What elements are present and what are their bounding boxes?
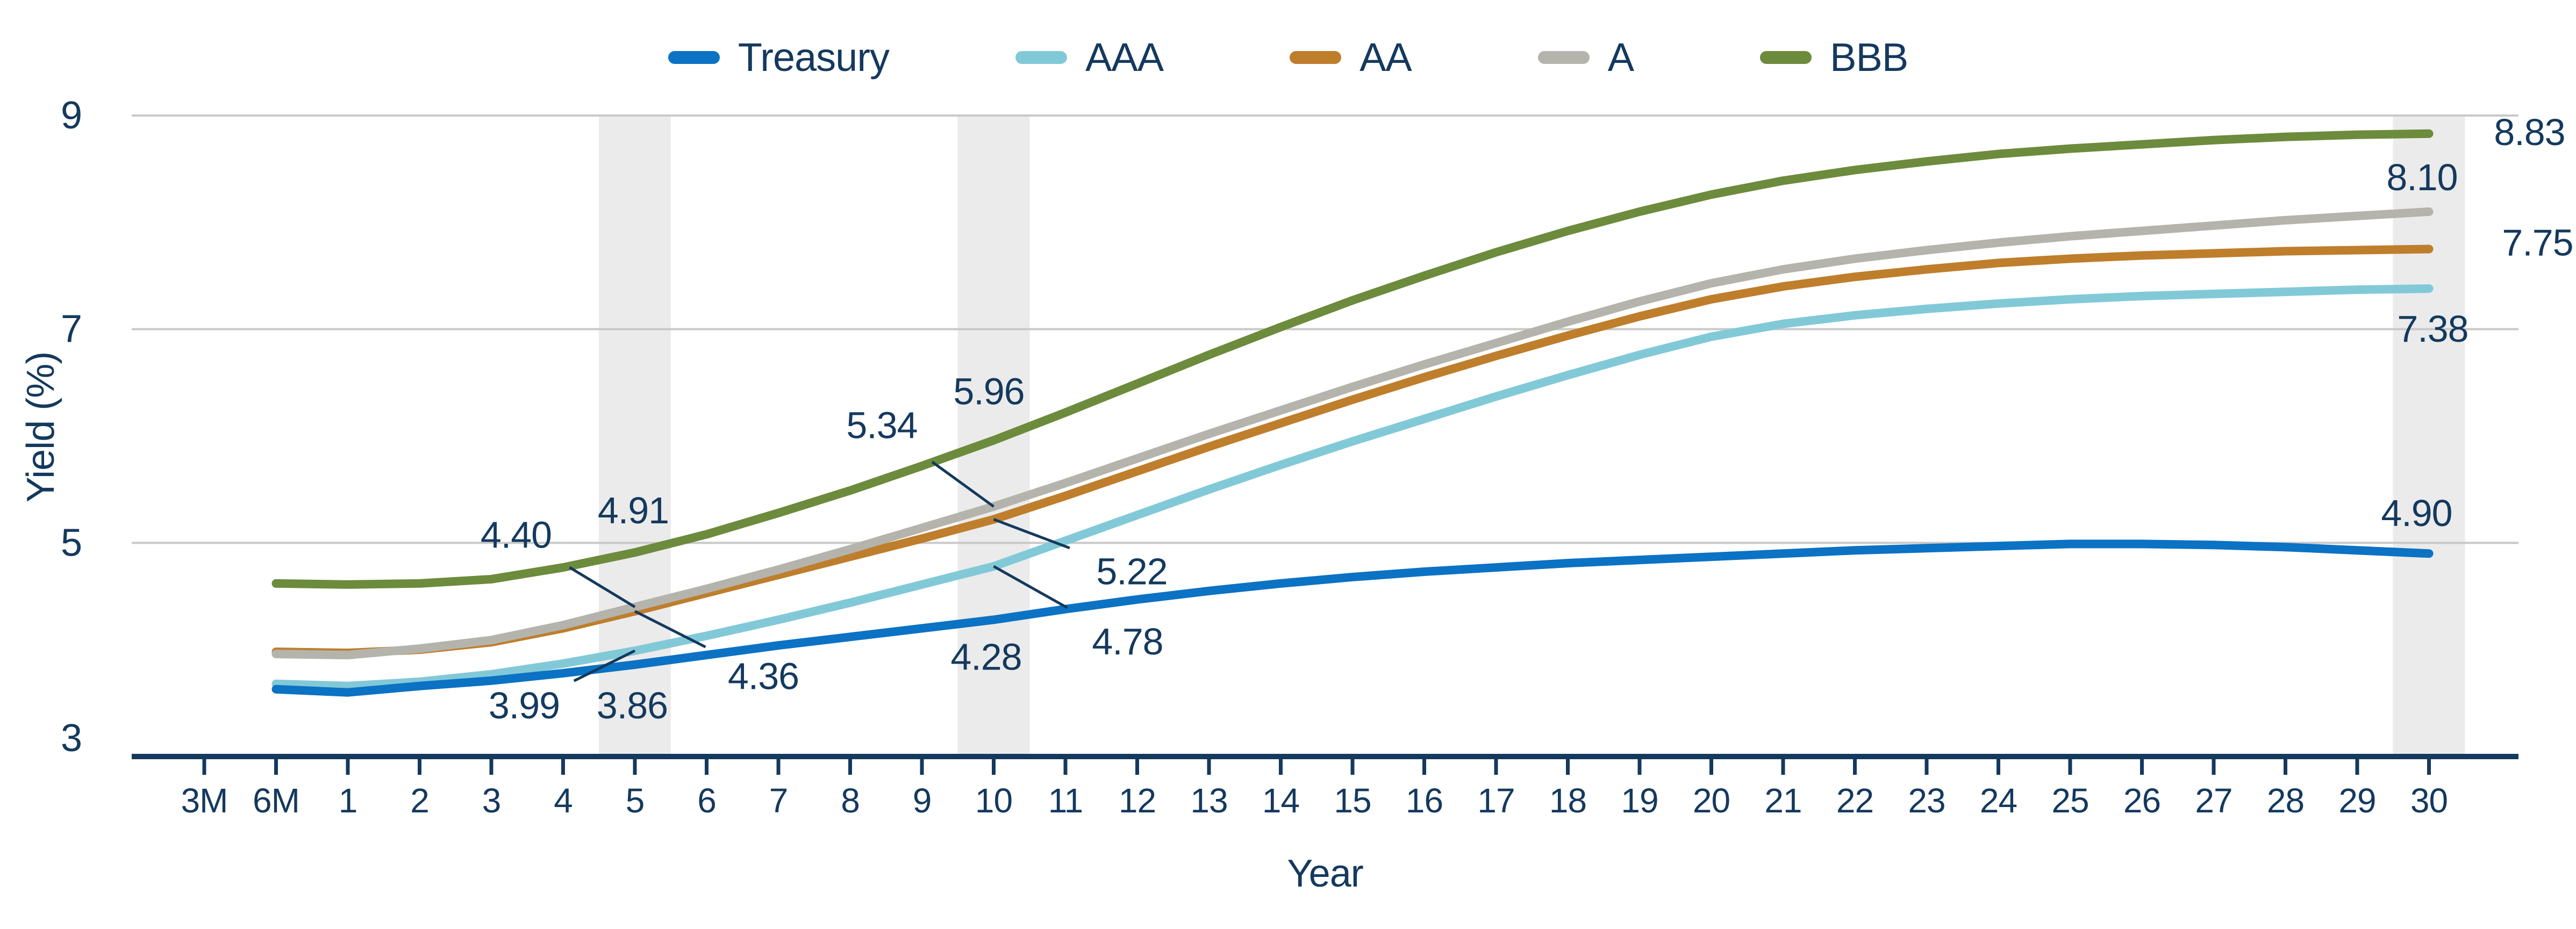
x-tick-label: 18 xyxy=(1549,781,1586,820)
series-line-treasury xyxy=(271,539,2434,697)
x-tick-label: 14 xyxy=(1262,781,1299,820)
x-tick-label: 21 xyxy=(1764,781,1801,820)
x-axis-title: Year xyxy=(1287,852,1363,895)
gridlines-layer xyxy=(132,114,2518,544)
annotation-leader-4.40 xyxy=(569,566,636,608)
x-tick-label: 24 xyxy=(1980,781,2017,820)
y-tick-label: 3 xyxy=(61,717,82,760)
data-label-a-10y: 5.34 xyxy=(846,405,917,447)
x-tick-label: 6 xyxy=(697,781,716,820)
x-tick-label: 4 xyxy=(554,781,573,820)
data-label-bbb-5y: 4.91 xyxy=(598,489,669,531)
data-label-a-30y: 8.10 xyxy=(2386,156,2457,198)
x-tick-label: 11 xyxy=(1048,781,1083,820)
x-tick-label: 13 xyxy=(1190,781,1227,820)
x-tick-label: 23 xyxy=(1908,781,1945,820)
data-label-aaa-5y: 3.99 xyxy=(489,685,560,726)
x-tick-label: 12 xyxy=(1119,781,1156,820)
x-tick-label: 26 xyxy=(2123,781,2160,820)
data-label-aa-10y: 5.22 xyxy=(1096,551,1167,593)
x-tick-label: 15 xyxy=(1334,781,1371,820)
x-tick-label: 3 xyxy=(482,781,501,820)
data-label-bbb-10y: 5.96 xyxy=(953,370,1024,412)
x-tick-label: 25 xyxy=(2051,781,2088,820)
data-label-treasury-5y: 3.86 xyxy=(597,685,668,726)
x-tick-label: 28 xyxy=(2267,781,2304,820)
data-label-aaa-10y: 4.78 xyxy=(1092,621,1163,662)
annotation-leader-5.22 xyxy=(993,518,1070,550)
data-label-aa-30y: 7.75 xyxy=(2502,222,2573,264)
x-tick-label: 27 xyxy=(2195,781,2232,820)
x-tick-label: 16 xyxy=(1406,781,1443,820)
data-label-treasury-30y: 4.90 xyxy=(2381,492,2452,534)
x-tick-label: 3M xyxy=(181,781,228,820)
x-tick-label: 29 xyxy=(2338,781,2375,820)
data-label-a-5y: 4.40 xyxy=(481,514,552,556)
y-tick-label: 7 xyxy=(61,308,82,351)
x-tick-label: 5 xyxy=(626,781,645,820)
x-tick-label: 22 xyxy=(1836,781,1873,820)
series-line-bbb xyxy=(271,129,2434,589)
y-tick-label: 5 xyxy=(61,521,82,564)
annotation-leader-3.99 xyxy=(573,649,636,682)
x-tick-label: 2 xyxy=(410,781,429,820)
data-label-aa-5y: 4.36 xyxy=(728,656,799,697)
x-tick-label: 20 xyxy=(1693,781,1730,820)
annotations-layer: 4.40 4.91 4.36 3.99 3.86 5.34 5.96 5.22 4.78 4.28… xyxy=(481,111,2574,726)
annotation-leader-4.78 xyxy=(993,565,1068,609)
x-tick-label: 17 xyxy=(1477,781,1514,820)
axes-layer: 3M 6M 1 2 3 4 5 6 7 8 9 10 11 12 13 14 15 16 17 18 19 20 21 22 2… xyxy=(61,94,2518,820)
x-tick-label: 6M xyxy=(253,781,299,820)
highlight-bands-layer xyxy=(599,116,2465,757)
y-axis-title: Yield (%) xyxy=(19,352,62,502)
x-tick-label: 7 xyxy=(769,781,788,820)
annotation-leader-4.36 xyxy=(634,610,706,649)
data-label-treasury-10y: 4.28 xyxy=(950,636,1021,678)
x-tick-label: 30 xyxy=(2410,781,2448,820)
data-label-aaa-30y: 7.38 xyxy=(2397,308,2468,350)
x-tick-label: 1 xyxy=(339,781,357,820)
x-tick-label: 19 xyxy=(1621,781,1658,820)
y-tick-label: 9 xyxy=(61,94,82,137)
x-tick-label: 9 xyxy=(913,781,932,820)
annotation-leader-5.34 xyxy=(931,460,994,508)
x-tick-label: 8 xyxy=(841,781,860,820)
highlight-band-30y xyxy=(2393,116,2465,757)
data-label-bbb-30y: 8.83 xyxy=(2494,111,2565,153)
x-tick-label: 10 xyxy=(975,781,1012,820)
